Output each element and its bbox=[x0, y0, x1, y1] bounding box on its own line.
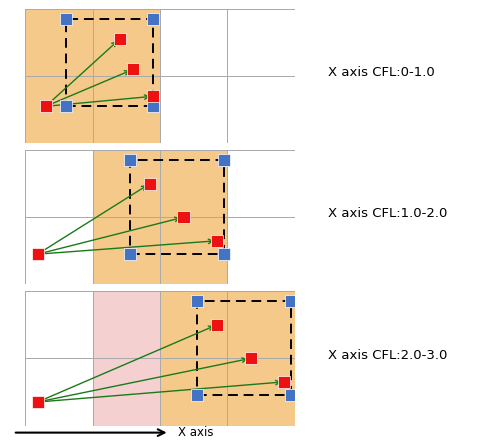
Text: X axis CFL:2.0-3.0: X axis CFL:2.0-3.0 bbox=[328, 348, 447, 362]
Bar bbox=[92, 150, 160, 217]
Bar bbox=[160, 217, 228, 284]
Text: X axis CFL:1.0-2.0: X axis CFL:1.0-2.0 bbox=[328, 207, 447, 220]
Bar bbox=[60, 100, 72, 112]
Bar bbox=[160, 76, 228, 143]
Bar bbox=[211, 319, 223, 331]
Bar bbox=[228, 150, 294, 217]
Bar bbox=[160, 291, 228, 358]
Bar bbox=[124, 248, 136, 260]
Bar bbox=[197, 301, 291, 395]
Bar bbox=[26, 9, 92, 76]
Bar bbox=[32, 396, 44, 408]
Bar bbox=[26, 217, 92, 284]
Bar bbox=[228, 358, 294, 426]
Bar bbox=[160, 217, 228, 284]
Bar bbox=[228, 9, 294, 76]
Bar bbox=[26, 150, 92, 217]
Bar bbox=[26, 9, 92, 76]
Bar bbox=[211, 235, 223, 247]
Bar bbox=[92, 291, 160, 358]
Bar bbox=[147, 90, 160, 102]
Bar bbox=[228, 217, 294, 284]
Bar bbox=[244, 352, 257, 364]
Bar bbox=[92, 217, 160, 284]
Bar bbox=[228, 217, 294, 284]
Bar bbox=[124, 154, 136, 166]
Bar bbox=[228, 76, 294, 143]
Bar bbox=[26, 358, 92, 426]
Bar bbox=[147, 100, 160, 112]
Bar bbox=[160, 291, 228, 358]
Bar bbox=[218, 154, 230, 166]
Bar bbox=[228, 76, 294, 143]
Text: X axis: X axis bbox=[178, 426, 214, 439]
Bar bbox=[92, 76, 160, 143]
Bar bbox=[160, 150, 228, 217]
Bar bbox=[160, 9, 228, 76]
Bar bbox=[32, 248, 44, 260]
Bar bbox=[92, 358, 160, 426]
Text: X axis CFL:0-1.0: X axis CFL:0-1.0 bbox=[328, 66, 434, 79]
Bar bbox=[228, 291, 294, 358]
Bar bbox=[285, 295, 297, 307]
Bar bbox=[26, 217, 92, 284]
Bar bbox=[285, 389, 297, 401]
Bar bbox=[160, 150, 228, 217]
Bar bbox=[92, 217, 160, 284]
Bar bbox=[26, 291, 92, 358]
Bar bbox=[160, 358, 228, 426]
Bar bbox=[144, 178, 156, 190]
Bar bbox=[40, 100, 52, 112]
Bar bbox=[26, 358, 92, 426]
Bar bbox=[92, 150, 160, 217]
Bar bbox=[92, 76, 160, 143]
Bar bbox=[160, 76, 228, 143]
Bar bbox=[114, 33, 126, 45]
Bar bbox=[92, 9, 160, 76]
Bar bbox=[26, 291, 92, 358]
Bar bbox=[26, 76, 92, 143]
Bar bbox=[26, 76, 92, 143]
Bar bbox=[228, 291, 294, 358]
Bar bbox=[228, 9, 294, 76]
Bar bbox=[92, 9, 160, 76]
Bar bbox=[218, 248, 230, 260]
Bar bbox=[228, 150, 294, 217]
Bar bbox=[60, 13, 72, 25]
Bar bbox=[92, 291, 160, 358]
Bar bbox=[130, 160, 224, 254]
Bar bbox=[228, 358, 294, 426]
Bar bbox=[191, 389, 203, 401]
Bar bbox=[66, 19, 154, 106]
Bar bbox=[92, 358, 160, 426]
Bar bbox=[191, 295, 203, 307]
Bar bbox=[127, 64, 139, 75]
Bar bbox=[278, 376, 290, 388]
Bar bbox=[26, 150, 92, 217]
Bar bbox=[178, 211, 190, 223]
Bar bbox=[160, 9, 228, 76]
Bar bbox=[147, 13, 160, 25]
Bar bbox=[160, 358, 228, 426]
